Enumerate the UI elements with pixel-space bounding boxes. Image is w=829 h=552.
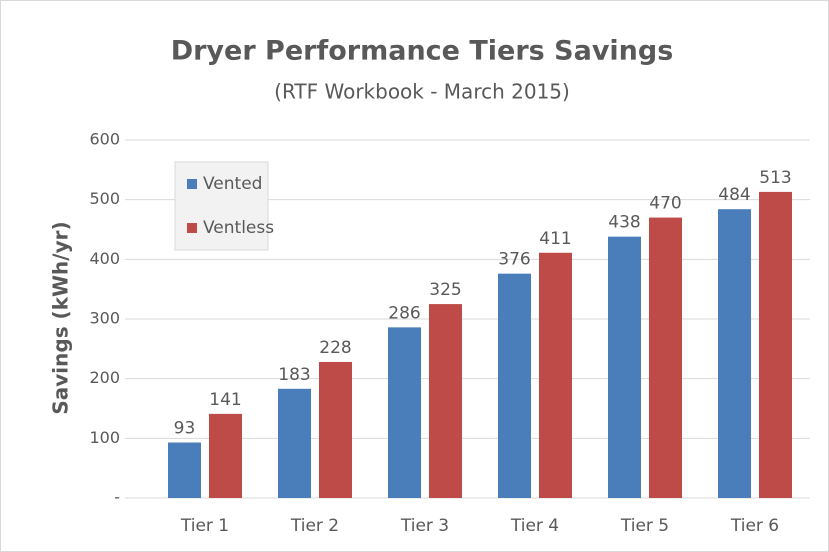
- legend-swatch: [187, 179, 197, 189]
- bar: [278, 388, 311, 498]
- chart-subtitle: (RTF Workbook - March 2015): [274, 80, 570, 104]
- x-tick-label: Tier 2: [290, 516, 339, 536]
- data-label: 513: [759, 168, 791, 188]
- bar: [429, 304, 462, 498]
- bar: [388, 327, 421, 498]
- data-label: 411: [539, 229, 571, 249]
- bar: [759, 191, 792, 498]
- data-label: 484: [718, 185, 750, 205]
- x-tick-label: Tier 5: [620, 516, 669, 536]
- data-label: 438: [608, 213, 640, 233]
- bar: [649, 217, 682, 499]
- bar: [209, 413, 242, 498]
- data-label: 228: [319, 338, 351, 358]
- y-axis-label: Savings (kWh/yr): [49, 221, 73, 414]
- bar: [319, 361, 352, 498]
- y-tick-label: -: [114, 488, 120, 507]
- bar: [539, 252, 572, 498]
- data-label: 93: [174, 419, 196, 439]
- y-tick-label: 200: [89, 368, 120, 387]
- data-label: 141: [209, 390, 241, 410]
- data-label: 376: [498, 250, 530, 270]
- x-tick-label: Tier 1: [180, 516, 229, 536]
- bar: [498, 273, 531, 498]
- x-tick-label: Tier 3: [400, 516, 449, 536]
- x-tick-label: Tier 6: [730, 516, 779, 536]
- legend-swatch: [187, 223, 197, 233]
- x-tick-label: Tier 4: [510, 516, 559, 536]
- y-tick-label: 400: [89, 249, 120, 268]
- bar: [168, 442, 201, 498]
- y-tick-label: 300: [89, 309, 120, 328]
- bar: [718, 209, 751, 499]
- y-tick-label: 500: [89, 189, 120, 208]
- y-tick-label: 100: [89, 428, 120, 447]
- legend-box: [174, 161, 269, 251]
- legend-label: Vented: [203, 174, 262, 194]
- data-label: 286: [388, 303, 420, 323]
- bar: [608, 236, 641, 498]
- data-label: 183: [278, 365, 310, 385]
- legend-label: Ventless: [203, 218, 274, 238]
- data-label: 470: [649, 194, 681, 214]
- data-label: 325: [429, 280, 461, 300]
- chart-title: Dryer Performance Tiers Savings: [171, 36, 674, 67]
- y-tick-label: 600: [89, 130, 120, 149]
